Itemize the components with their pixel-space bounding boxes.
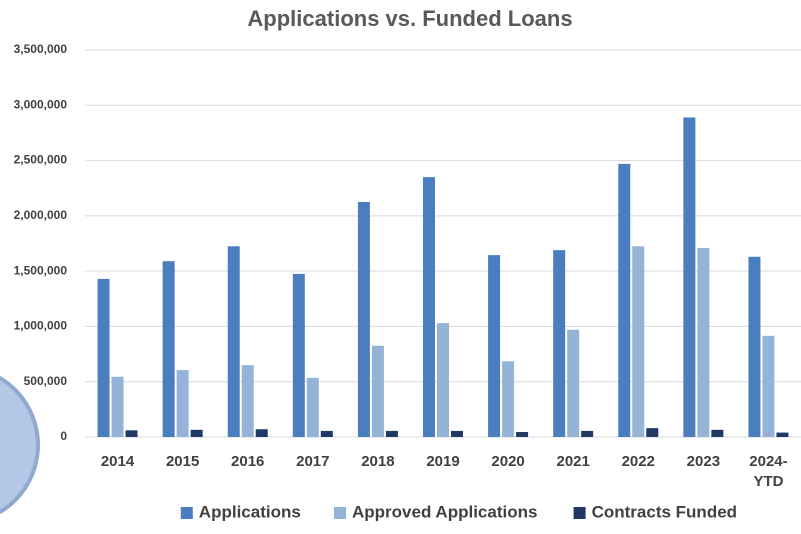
x-tick-label: 2024-YTD <box>749 453 787 490</box>
bar <box>581 431 593 437</box>
x-tick-label: 2014 <box>101 453 135 470</box>
y-tick-label: 3,000,000 <box>14 97 68 111</box>
chart: Applications vs. Funded Loans 0 500,000 1,… <box>0 0 801 529</box>
legend-label: Approved Applications <box>352 502 537 521</box>
bar <box>697 248 709 437</box>
y-tick-label: 2,000,000 <box>14 208 68 222</box>
bar <box>711 430 723 437</box>
x-tick-label: 2020 <box>491 453 524 470</box>
bar <box>516 432 528 437</box>
bar <box>98 279 110 437</box>
bar <box>386 431 398 437</box>
x-tick-label: 2016 <box>231 453 264 470</box>
bar <box>683 117 695 437</box>
bar <box>776 433 788 437</box>
bar <box>191 430 203 437</box>
legend-swatch <box>334 507 346 519</box>
bar <box>126 430 138 437</box>
bar <box>163 261 175 437</box>
legend-label: Contracts Funded <box>592 502 737 521</box>
y-tick-label: 1,500,000 <box>14 263 68 277</box>
x-tick-label: 2018 <box>361 453 394 470</box>
bar <box>307 378 319 437</box>
bar <box>646 428 658 437</box>
bar <box>321 431 333 437</box>
bar <box>358 202 370 437</box>
x-tick-label: 2017 <box>296 453 329 470</box>
x-tick-label: 2023 <box>687 453 720 470</box>
y-tick-label: 500,000 <box>24 374 68 388</box>
y-tick-label: 2,500,000 <box>14 153 68 167</box>
legend-label: Applications <box>199 502 301 521</box>
bar <box>242 365 254 437</box>
bar <box>488 255 500 437</box>
bar <box>632 246 644 437</box>
decor-circle <box>0 367 38 523</box>
legend-swatch <box>574 507 586 519</box>
bar <box>762 336 774 437</box>
y-tick-label: 0 <box>60 429 67 443</box>
bar <box>256 429 268 437</box>
bar <box>437 323 449 437</box>
bar <box>177 370 189 437</box>
legend-swatch <box>181 507 193 519</box>
bar <box>112 377 124 437</box>
bar <box>228 246 240 437</box>
x-tick-label: 2022 <box>622 453 655 470</box>
bar <box>618 164 630 437</box>
bar <box>553 250 565 437</box>
y-tick-label: 1,000,000 <box>14 319 68 333</box>
bar <box>372 346 384 437</box>
x-tick-label: 2015 <box>166 453 199 470</box>
bar <box>423 177 435 437</box>
y-tick-label: 3,500,000 <box>14 42 68 56</box>
bar <box>567 330 579 437</box>
x-tick-label: 2019 <box>426 453 459 470</box>
chart-title: Applications vs. Funded Loans <box>247 6 572 31</box>
bar <box>748 257 760 437</box>
x-tick-label: 2021 <box>556 453 589 470</box>
bar <box>293 274 305 437</box>
bar <box>451 431 463 437</box>
bar <box>502 361 514 437</box>
